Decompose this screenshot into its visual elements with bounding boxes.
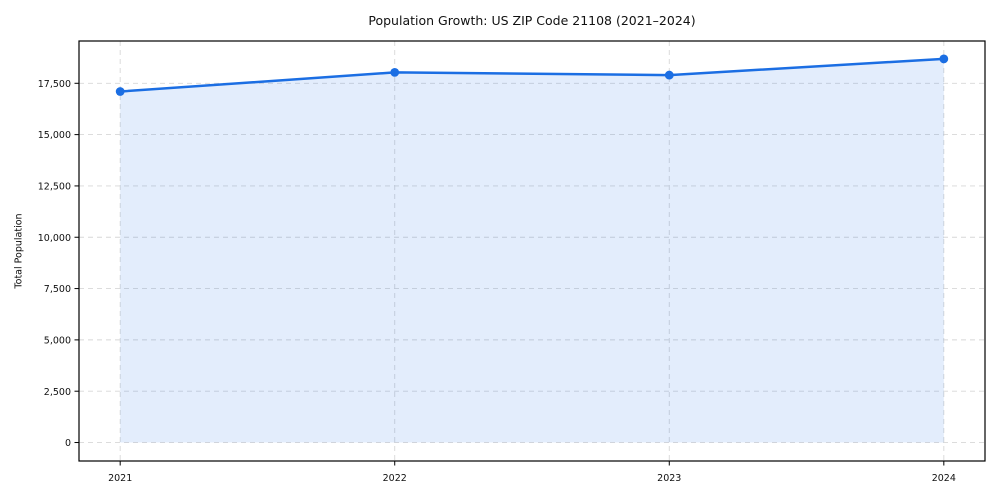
- y-axis-label: Total Population: [13, 213, 25, 289]
- data-point-2024: [939, 54, 949, 64]
- chart-title: Population Growth: US ZIP Code 21108 (20…: [368, 13, 696, 28]
- y-tick-label: 10,000: [38, 233, 71, 244]
- y-tick-label: 5,000: [44, 335, 71, 346]
- data-point-2021: [115, 87, 125, 96]
- y-tick-label: 0: [65, 438, 71, 449]
- data-point-2022: [390, 68, 400, 77]
- x-tick-label: 2024: [932, 473, 956, 484]
- y-tick-label: 2,500: [44, 387, 71, 398]
- x-tick-label: 2022: [383, 473, 407, 484]
- x-tick-label: 2023: [657, 473, 681, 484]
- plot-border: [78, 40, 986, 462]
- y-tick-label: 12,500: [38, 182, 71, 193]
- y-tick-label: 7,500: [44, 284, 71, 295]
- data-point-2023: [664, 70, 674, 80]
- y-tick-label: 15,000: [38, 130, 71, 141]
- series-line: [118, 57, 946, 93]
- x-tick-label: 2021: [108, 473, 132, 484]
- area-fill: [120, 58, 944, 443]
- y-tick-label: 17,500: [38, 79, 71, 90]
